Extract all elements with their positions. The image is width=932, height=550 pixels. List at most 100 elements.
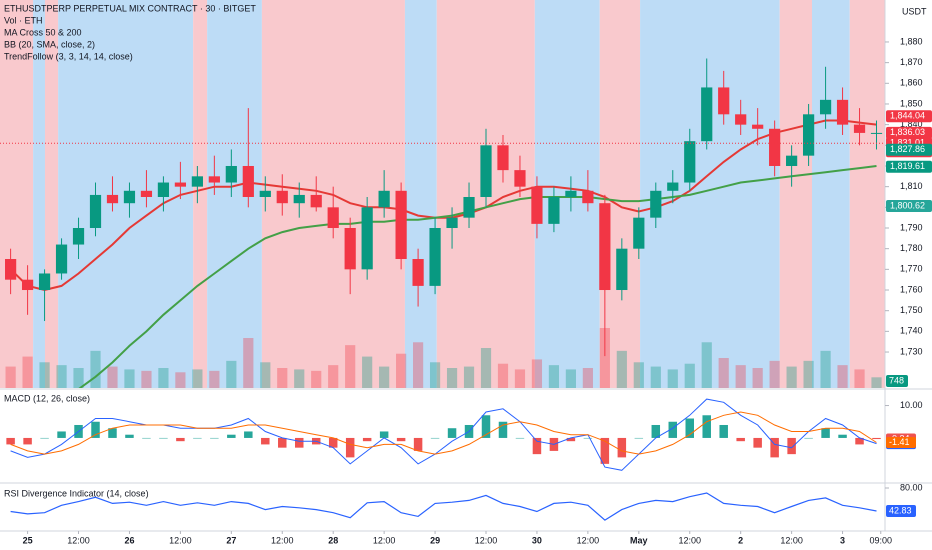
x-tick-label: May (630, 535, 648, 545)
volume-bar (446, 368, 458, 388)
y-tick-label: 1,840 (900, 119, 923, 129)
trend-zone (0, 0, 34, 388)
price-tag (886, 110, 932, 123)
price-tag-label: 1,831.01 (890, 138, 925, 148)
y-tick-label: 80.00 (900, 482, 923, 492)
macd-histogram-bar (91, 421, 100, 438)
candle-body (191, 176, 203, 187)
price-tag-label: 1,819.61 (890, 161, 925, 171)
x-tick-label: 12:00 (780, 535, 803, 545)
macd-line (10, 398, 877, 471)
x-tick-label: 2 (738, 535, 743, 545)
x-tick-label: 12:00 (678, 535, 701, 545)
macd-histogram-bar (872, 437, 881, 440)
macd-histogram-bar (600, 437, 610, 464)
candle-body (819, 99, 832, 115)
y-tick-label: 1,750 (900, 305, 923, 315)
trend-zone (33, 0, 45, 388)
volume-bar (90, 350, 101, 388)
x-tick-label: 25 (23, 535, 33, 545)
volume-bar (684, 363, 695, 388)
indicator-name: BB (20, SMA, close, 2) (4, 39, 95, 49)
volume-bar (497, 363, 509, 388)
macd-histogram-bar (40, 437, 49, 439)
x-tick-label: 26 (124, 535, 134, 545)
y-tick-label: 10.00 (900, 400, 923, 410)
candle-body (395, 190, 407, 260)
x-tick-label: 09:00 (869, 535, 892, 545)
candle-body (429, 228, 441, 286)
indicator-name: TrendFollow (3, 3, 14, 14, close) (4, 51, 133, 61)
volume-bar (107, 366, 118, 388)
volume-bar (803, 360, 814, 388)
x-tick-label: 12:00 (271, 535, 294, 545)
macd-histogram-bar (125, 434, 134, 438)
volume-bar (311, 370, 322, 388)
macd-histogram-bar (108, 428, 117, 438)
volume-bar (514, 369, 526, 388)
candle-body (735, 114, 747, 125)
pane-title: MACD (12, 26, close) (4, 393, 90, 403)
y-tick-label: 1,790 (900, 222, 923, 232)
candle-body (276, 190, 288, 204)
macd-histogram-bar (396, 437, 406, 442)
x-tick-label: 12:00 (475, 535, 498, 545)
price-tag (886, 143, 932, 156)
candle-body (174, 182, 186, 187)
volume-bar (667, 369, 678, 388)
chart-title: ETHUSDTPERP PERPETUAL MIX CONTRACT · 30 … (4, 3, 256, 13)
volume-bar (735, 365, 746, 388)
candle-body (836, 99, 849, 125)
indicator-name: MA Cross 50 & 200 (4, 27, 82, 37)
y-tick-label: 1,740 (900, 326, 923, 336)
volume-bar (565, 369, 576, 388)
macd-histogram-bar (804, 437, 813, 439)
volume-bar (413, 342, 424, 388)
candle-body (344, 228, 356, 270)
volume-bar (141, 370, 152, 388)
macd-histogram-bar (702, 415, 711, 438)
volume-bar (820, 350, 831, 388)
volume-bar (73, 368, 84, 388)
trend-zone (404, 0, 437, 388)
price-tag (886, 160, 932, 173)
macd-histogram-bar (159, 437, 168, 439)
macd-histogram-bar (753, 437, 762, 448)
price-tag-label: 1,800.62 (890, 200, 925, 210)
macd-histogram-bar (193, 437, 202, 439)
y-tick-label: 1,850 (900, 98, 923, 108)
trend-zone (193, 0, 208, 388)
macd-histogram-bar (668, 421, 678, 438)
macd-histogram-bar (278, 437, 287, 448)
macd-histogram-bar (328, 437, 338, 448)
main-pane (0, 0, 885, 388)
axis-unit: USDT (902, 6, 927, 16)
macd-histogram-bar (719, 424, 728, 438)
volume-tag (886, 375, 908, 387)
volume-bar (396, 353, 407, 388)
ma-line (9, 119, 877, 292)
macd-plot (6, 398, 881, 471)
candle-body (497, 145, 509, 171)
price-tag (886, 200, 932, 213)
pane-title: RSI Divergence Indicator (14, close) (4, 488, 149, 498)
candle-body (412, 259, 424, 286)
x-tick-label: 12:00 (577, 535, 600, 545)
trend-zone (779, 0, 812, 388)
volume-bar (226, 360, 237, 388)
candle-body (38, 273, 51, 291)
volume-bar (277, 368, 288, 388)
trend-zone (599, 0, 641, 388)
trend-zone (849, 0, 885, 388)
volume-bar (480, 348, 492, 388)
candle-body (802, 114, 815, 156)
candle-body (225, 165, 237, 183)
volume-tag-label: 748 (889, 375, 904, 385)
y-tick-label: 1,770 (900, 264, 923, 274)
x-tick-label: 12:00 (67, 535, 90, 545)
candle-body (684, 141, 696, 183)
candle-body (582, 190, 594, 204)
macd-histogram-bar (57, 431, 66, 438)
candle-body (650, 190, 662, 218)
